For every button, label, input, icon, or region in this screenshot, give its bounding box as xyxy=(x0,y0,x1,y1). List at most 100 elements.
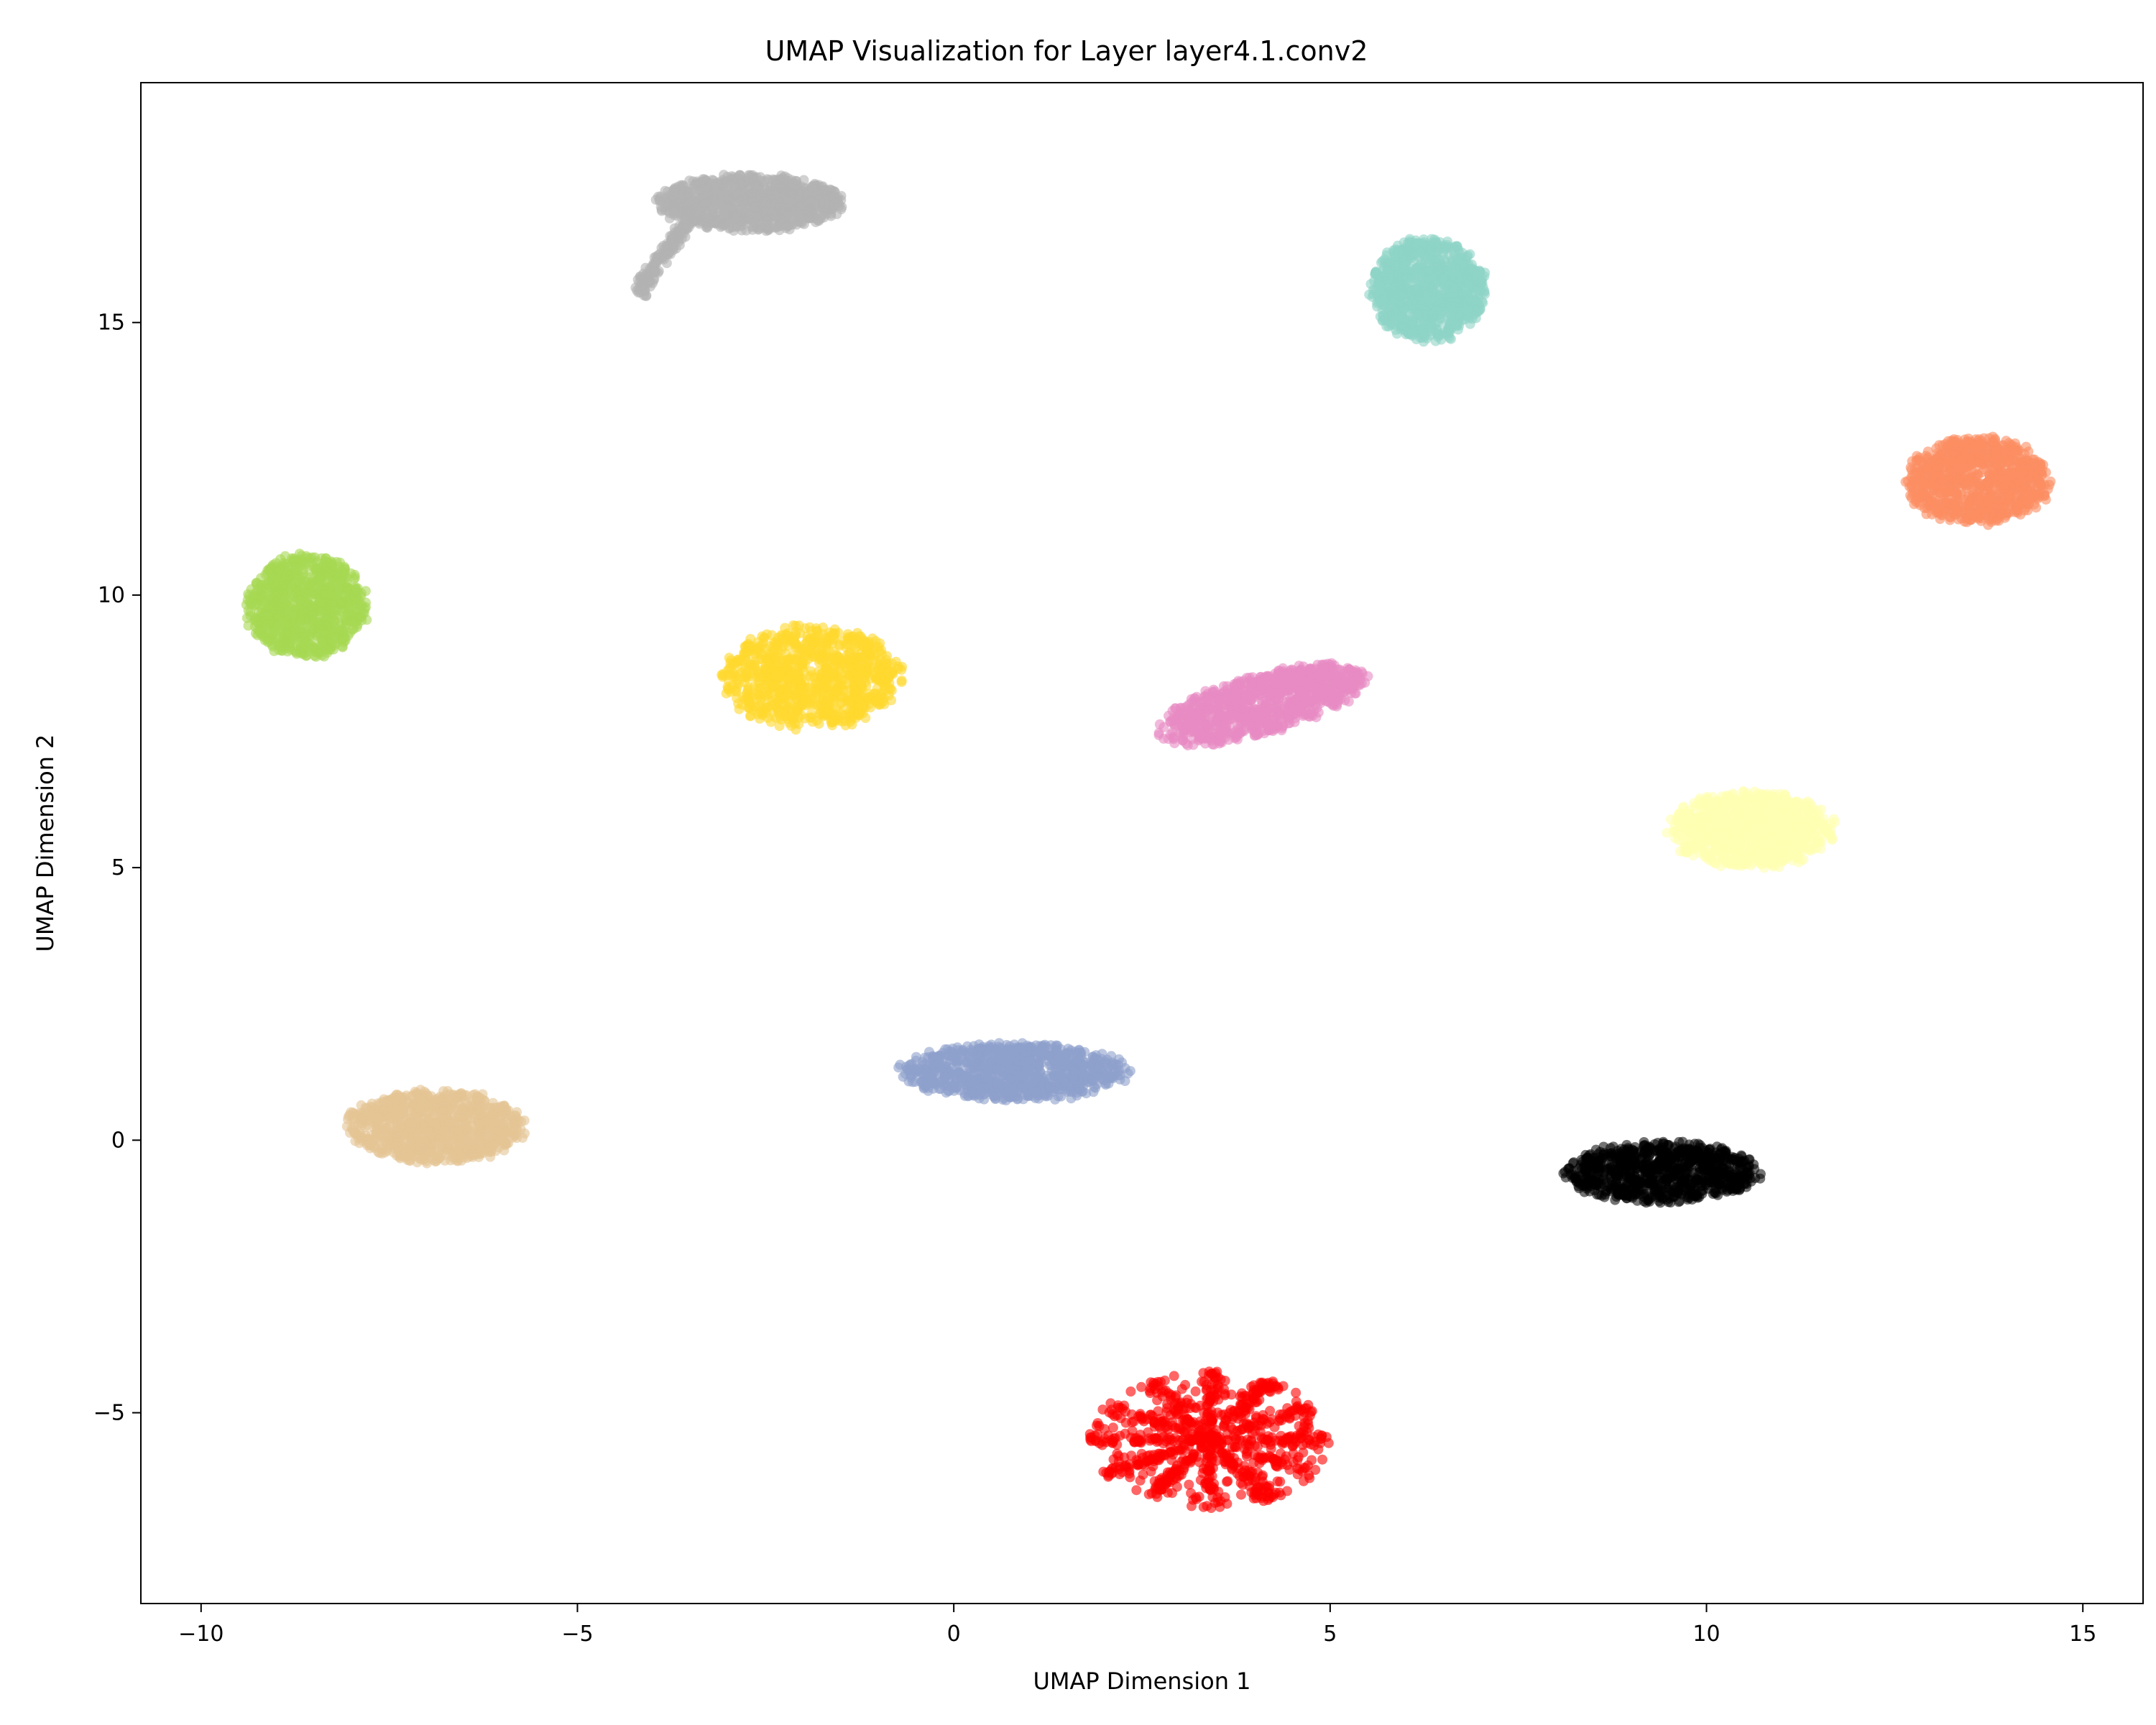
data-point xyxy=(1393,247,1404,258)
data-point xyxy=(750,702,760,712)
data-point xyxy=(2040,491,2050,501)
data-point xyxy=(857,652,868,663)
data-point xyxy=(828,688,839,699)
data-point xyxy=(828,191,839,202)
data-point xyxy=(733,173,744,184)
data-point xyxy=(1461,306,1472,317)
data-point xyxy=(288,553,299,564)
data-point xyxy=(1369,276,1380,287)
data-point xyxy=(714,198,724,209)
data-point xyxy=(290,582,301,593)
data-point xyxy=(742,688,752,699)
data-point xyxy=(696,201,706,211)
data-point xyxy=(323,569,334,580)
data-point xyxy=(1372,285,1383,295)
data-point xyxy=(1950,486,1961,497)
data-point xyxy=(1393,308,1404,318)
data-point xyxy=(710,185,721,196)
data-point xyxy=(2005,456,2016,466)
data-point xyxy=(2025,485,2036,496)
data-point xyxy=(300,575,310,586)
data-point xyxy=(1399,237,1409,248)
data-point xyxy=(887,658,898,669)
data-point xyxy=(763,695,773,705)
data-point xyxy=(787,218,798,229)
data-point xyxy=(275,554,286,564)
data-point xyxy=(2045,476,2056,487)
data-point xyxy=(668,243,679,254)
data-point xyxy=(292,648,302,659)
data-point xyxy=(287,627,298,638)
data-point xyxy=(806,634,816,645)
data-point xyxy=(1926,486,1937,497)
data-point xyxy=(2001,464,2012,475)
data-point xyxy=(818,210,828,221)
data-point xyxy=(668,190,678,201)
data-point xyxy=(1983,497,1994,507)
data-point xyxy=(2012,507,2023,518)
data-point xyxy=(2019,448,2030,459)
cluster-green xyxy=(241,548,372,662)
data-point xyxy=(756,648,767,658)
data-point xyxy=(256,579,266,590)
data-point xyxy=(1424,270,1435,280)
data-point xyxy=(840,654,851,665)
data-point xyxy=(813,700,824,710)
data-point xyxy=(277,589,287,599)
data-point xyxy=(311,645,322,656)
data-point xyxy=(1420,293,1431,304)
data-point xyxy=(1378,310,1388,321)
data-point xyxy=(327,560,338,571)
data-point xyxy=(1992,474,2002,484)
data-point xyxy=(1475,267,1485,277)
data-point xyxy=(285,601,295,612)
data-point xyxy=(813,666,824,677)
data-point xyxy=(338,632,349,643)
data-point xyxy=(785,203,796,214)
cluster-yellow xyxy=(717,620,908,735)
data-point xyxy=(1452,241,1462,252)
data-point xyxy=(1414,263,1424,274)
data-point xyxy=(645,264,655,274)
scatter-points xyxy=(241,170,2056,1514)
data-point xyxy=(1991,446,2001,456)
data-point xyxy=(729,186,740,197)
data-point xyxy=(896,664,907,675)
data-point xyxy=(806,181,817,192)
data-point xyxy=(842,669,853,680)
data-point xyxy=(875,663,886,674)
data-point xyxy=(2022,498,2032,509)
data-point xyxy=(264,610,275,621)
data-point xyxy=(1934,440,1945,451)
data-point xyxy=(854,675,865,686)
data-point xyxy=(1457,257,1467,267)
data-point xyxy=(875,698,886,709)
data-point xyxy=(754,689,765,699)
data-point xyxy=(1959,516,1970,527)
data-point xyxy=(874,646,885,657)
data-point xyxy=(778,213,789,224)
chart-title: UMAP Visualization for Layer layer4.1.co… xyxy=(765,35,1368,67)
data-point xyxy=(1906,492,1917,503)
data-point xyxy=(1984,456,1995,467)
data-point xyxy=(315,597,326,607)
data-point xyxy=(788,634,798,645)
data-point xyxy=(745,208,756,218)
data-point xyxy=(770,712,781,723)
data-point xyxy=(1948,500,1959,510)
data-point xyxy=(750,199,760,210)
data-point xyxy=(1434,237,1445,247)
data-point xyxy=(826,631,837,642)
data-point xyxy=(837,716,847,727)
data-point xyxy=(2028,468,2039,479)
data-point xyxy=(761,676,772,687)
data-point xyxy=(793,719,804,730)
data-point xyxy=(1941,487,1952,497)
data-point xyxy=(863,692,874,702)
data-point xyxy=(1446,310,1456,321)
data-point xyxy=(277,567,287,578)
data-point xyxy=(824,706,834,717)
data-point xyxy=(741,668,752,679)
data-point xyxy=(1465,277,1475,288)
data-point xyxy=(2031,502,2042,513)
